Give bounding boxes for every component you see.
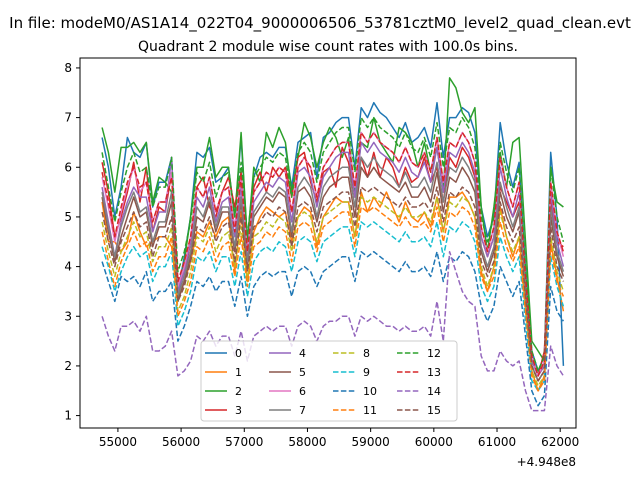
- x-offset-label: +4.948e8: [517, 455, 576, 469]
- series-line-15: [101, 186, 565, 382]
- series-line-10: [101, 250, 565, 407]
- legend-frame: [200, 340, 458, 422]
- legend-label-5: 5: [299, 366, 306, 379]
- chart-title: Quadrant 2 module wise count rates with …: [138, 39, 518, 55]
- y-tick-label: 2: [64, 359, 72, 373]
- legend-label-1: 1: [235, 366, 242, 379]
- x-tick-label: 57000: [225, 435, 263, 449]
- series-line-14: [101, 250, 565, 412]
- legend-label-8: 8: [363, 347, 370, 360]
- legend-label-10: 10: [363, 385, 377, 398]
- series-layer: [101, 77, 565, 412]
- legend-label-3: 3: [235, 404, 242, 417]
- x-tick-label: 55000: [99, 435, 137, 449]
- y-tick-label: 4: [64, 260, 72, 274]
- series-line-13: [101, 131, 565, 377]
- y-tick-label: 3: [64, 309, 72, 323]
- y-tick-label: 7: [64, 111, 72, 125]
- legend-label-13: 13: [427, 366, 441, 379]
- figure-suptitle: In file: modeM0/AS1A14_022T04_9000006506…: [9, 14, 631, 33]
- series-line-11: [101, 206, 565, 392]
- y-tick-label: 8: [64, 61, 72, 75]
- x-tick-label: 59000: [352, 435, 390, 449]
- y-tick-label: 5: [64, 210, 72, 224]
- legend-label-7: 7: [299, 404, 306, 417]
- plot-frame: [79, 57, 577, 429]
- y-tick-label: 1: [64, 409, 72, 423]
- x-tick-label: 61000: [478, 435, 516, 449]
- series-line-12: [101, 116, 565, 372]
- legend-label-0: 0: [235, 347, 242, 360]
- legend-label-2: 2: [235, 385, 242, 398]
- x-tick-label: 58000: [288, 435, 326, 449]
- series-line-4: [101, 141, 565, 377]
- series-line-9: [101, 221, 565, 392]
- series-line-8: [101, 196, 565, 387]
- x-tick-label: 60000: [415, 435, 453, 449]
- legend-label-15: 15: [427, 404, 441, 417]
- legend-label-14: 14: [427, 385, 441, 398]
- x-tick-label: 56000: [162, 435, 200, 449]
- y-axis: 1 2 3 4 5 6 7 8: [64, 61, 80, 423]
- x-axis: 55000 56000 57000 58000 59000 60000 61000 62000: [99, 428, 579, 449]
- x-tick-label: 62000: [541, 435, 579, 449]
- y-tick-label: 6: [64, 160, 72, 174]
- legend-label-11: 11: [363, 404, 377, 417]
- legend-label-12: 12: [427, 347, 441, 360]
- series-line-7: [101, 156, 565, 382]
- legend-label-4: 4: [299, 347, 306, 360]
- legend-label-6: 6: [299, 385, 306, 398]
- legend-label-9: 9: [363, 366, 370, 379]
